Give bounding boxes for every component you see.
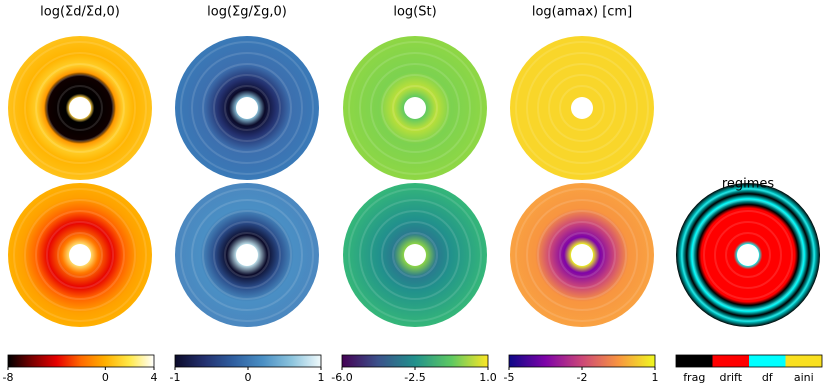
disk-ring [213, 74, 281, 142]
tick-label: 1 [318, 371, 325, 384]
panel-title: log(St) [393, 5, 436, 20]
disk-ring [515, 188, 649, 322]
disk-ring [515, 41, 649, 175]
disk-hole [737, 244, 759, 266]
colorbar-frame [675, 354, 823, 368]
disk-ring [24, 52, 136, 164]
disk-ring [180, 41, 314, 175]
disk-ring [348, 188, 482, 322]
disk-ring [681, 188, 815, 322]
disk-ring [13, 188, 147, 322]
panel-title: log(amax) [cm] [532, 5, 632, 20]
tick-label: -5 [504, 371, 515, 384]
disk-ring [548, 74, 616, 142]
category-label: frag [683, 371, 705, 384]
disk-ring [191, 52, 303, 164]
category-swatch [749, 355, 786, 367]
disk-ring [46, 74, 114, 142]
disk-hole [69, 97, 91, 119]
tick-label: -6.0 [331, 371, 352, 384]
disk-ring [24, 199, 136, 311]
disk-ring [392, 85, 438, 131]
panel-title: regimes [722, 177, 775, 192]
disk-ring [714, 221, 782, 289]
tick-label: -1 [170, 371, 181, 384]
disk-ring [57, 85, 103, 131]
disk-hole [69, 244, 91, 266]
disk-ring [348, 41, 482, 175]
tick-label: 0 [245, 371, 252, 384]
tick-label: -2.5 [404, 371, 425, 384]
disk-ring [213, 221, 281, 289]
disk-ring [13, 41, 147, 175]
disk-ring [35, 210, 125, 300]
disk-ring [725, 232, 771, 278]
disk-hole [571, 97, 593, 119]
disk-ring [370, 210, 460, 300]
tick-label: -8 [3, 371, 14, 384]
category-swatch [785, 355, 822, 367]
colorbar [341, 354, 489, 368]
disk-ring [57, 232, 103, 278]
disk-ring [359, 199, 471, 311]
category-label: df [762, 371, 774, 384]
category-swatch [676, 355, 713, 367]
disk-ring [548, 221, 616, 289]
disk-ring [180, 188, 314, 322]
colorbar [174, 354, 322, 368]
disk-ring [370, 63, 460, 153]
tick-label: 0 [102, 371, 109, 384]
disk-ring [703, 210, 793, 300]
disk-hole [236, 97, 258, 119]
category-swatch [712, 355, 749, 367]
disk-ring [46, 221, 114, 289]
disk-ring [537, 210, 627, 300]
disk-ring [559, 85, 605, 131]
disk-ring [692, 199, 804, 311]
tick-label: 1 [652, 371, 659, 384]
colorbar [508, 354, 656, 368]
disk-ring [35, 63, 125, 153]
disk-hole [236, 244, 258, 266]
disk-ring [359, 52, 471, 164]
disk-ring [537, 63, 627, 153]
disk-hole [404, 244, 426, 266]
disk-ring [202, 210, 292, 300]
disk-ring [381, 74, 449, 142]
panel-title: log(Σg/Σg,0) [207, 5, 287, 20]
disk-ring [559, 232, 605, 278]
category-label: aini [794, 371, 814, 384]
panel-title: log(Σd/Σd,0) [40, 5, 120, 20]
tick-label: 1.0 [479, 371, 497, 384]
disk-hole [571, 244, 593, 266]
disk-images [8, 36, 820, 327]
category-label: drift [719, 371, 742, 384]
disk-ring [381, 221, 449, 289]
disk-ring [526, 52, 638, 164]
colorbar [7, 354, 155, 368]
tick-label: 4 [151, 371, 158, 384]
disk-ring [224, 232, 270, 278]
disk-ring [392, 232, 438, 278]
disk-ring [202, 63, 292, 153]
disk-ring [526, 199, 638, 311]
disk-ring [191, 199, 303, 311]
disk-ring [224, 85, 270, 131]
tick-label: -2 [577, 371, 588, 384]
disk-hole [404, 97, 426, 119]
